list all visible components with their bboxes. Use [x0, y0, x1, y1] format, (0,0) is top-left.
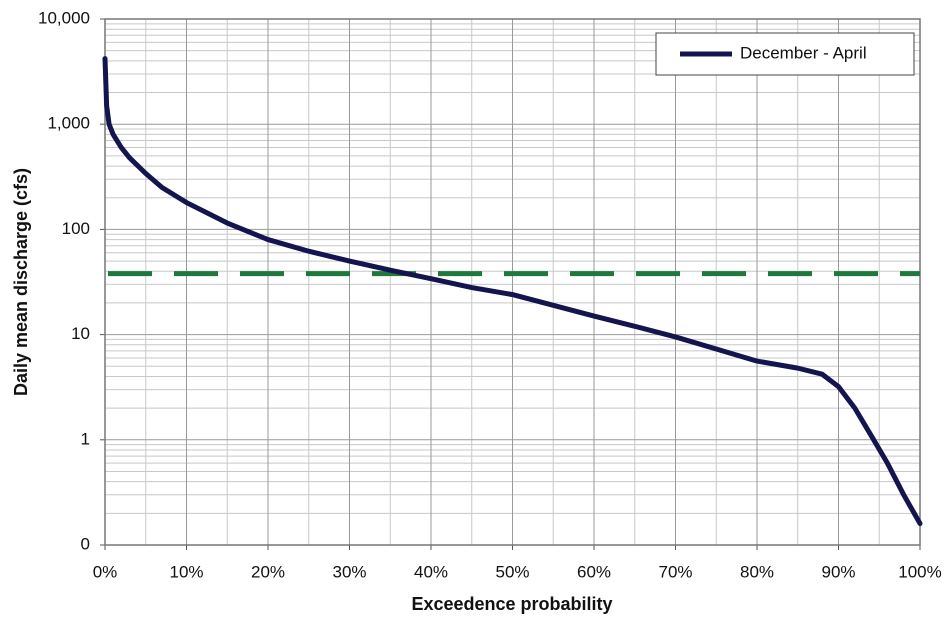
- x-tick-label: 80%: [740, 562, 774, 581]
- x-tick-label: 60%: [577, 562, 611, 581]
- x-tick-label: 90%: [821, 562, 855, 581]
- x-axis-title: Exceedence probability: [411, 594, 612, 614]
- y-tick-label: 10,000: [38, 8, 90, 27]
- x-tick-label: 40%: [414, 562, 448, 581]
- x-tick-label: 30%: [332, 562, 366, 581]
- y-tick-label: 1,000: [47, 114, 90, 133]
- x-tick-label: 100%: [898, 562, 941, 581]
- plot-border: [104, 18, 921, 546]
- y-tick-label: 100: [62, 219, 90, 238]
- y-axis-title: Daily mean discharge (cfs): [11, 168, 31, 396]
- y-tick-label: 10: [71, 324, 90, 343]
- x-tick-label: 70%: [658, 562, 692, 581]
- x-tick-label: 0%: [93, 562, 118, 581]
- x-tick-label: 20%: [251, 562, 285, 581]
- x-tick-label: 10%: [169, 562, 203, 581]
- y-tick-label: 0: [81, 534, 90, 553]
- x-tick-label: 50%: [495, 562, 529, 581]
- data-line: [102, 56, 923, 527]
- y-tick-label: 1: [81, 429, 90, 448]
- legend-label: December - April: [740, 43, 867, 62]
